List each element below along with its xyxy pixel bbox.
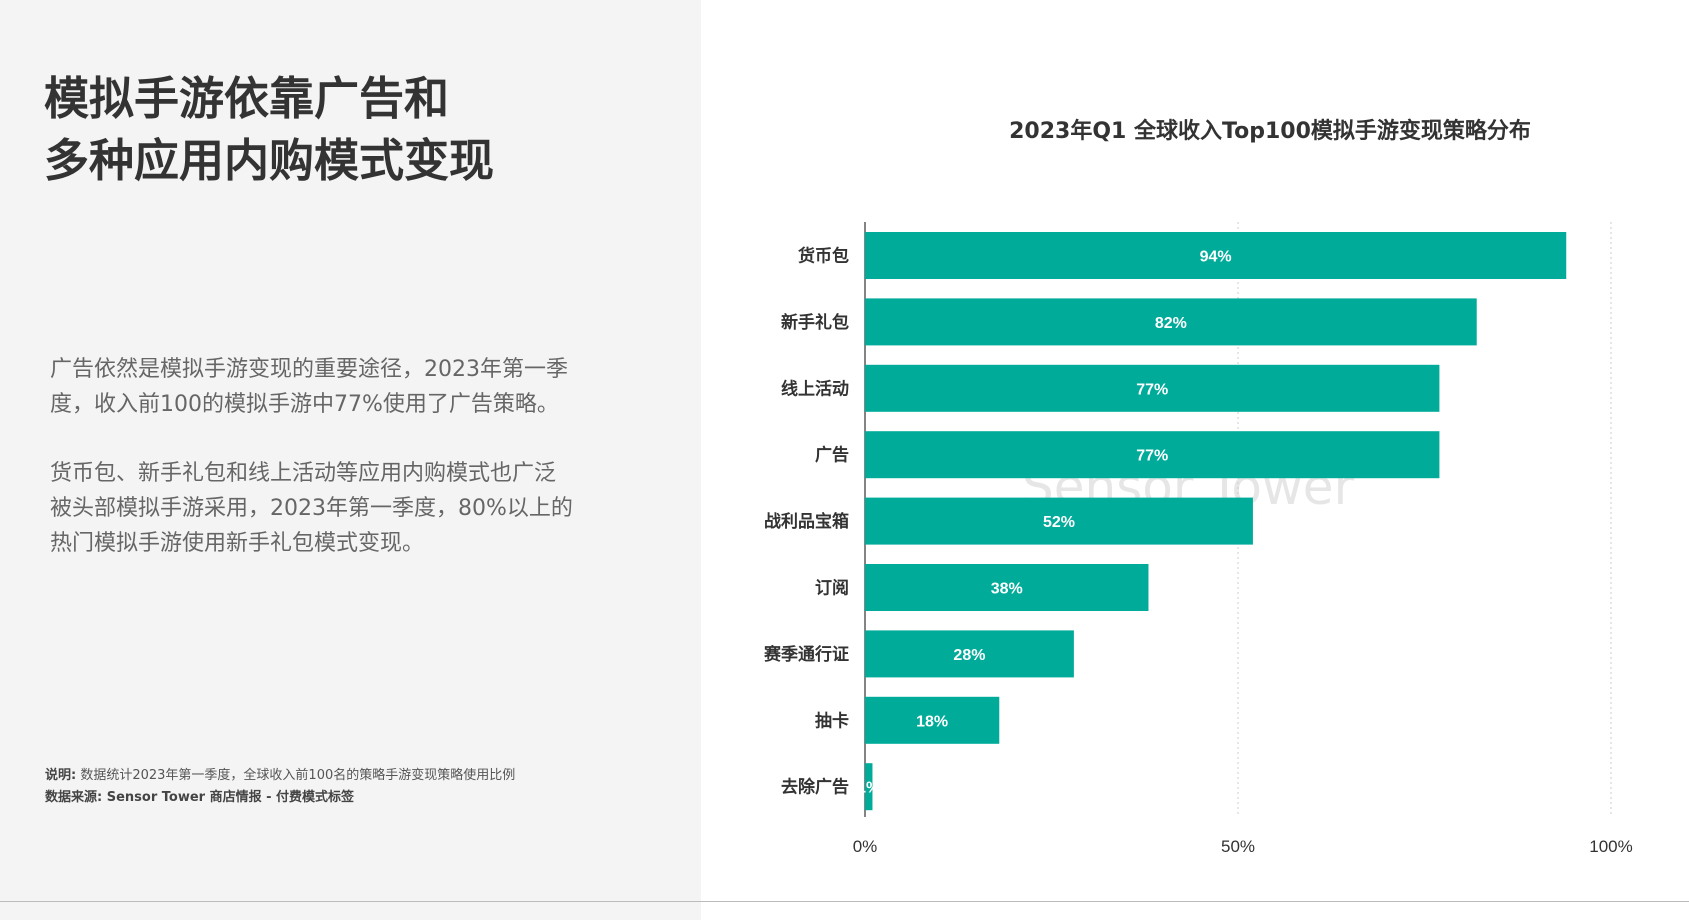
footnote-source: 数据来源: Sensor Tower 商店情报 - 付费模式标签 bbox=[45, 790, 355, 805]
category-label-5: 订阅 bbox=[815, 578, 849, 599]
data-label-2: 77% bbox=[1136, 381, 1168, 398]
data-label-5: 38% bbox=[991, 581, 1023, 598]
category-label-0: 货币包 bbox=[798, 246, 849, 267]
category-label-1: 新手礼包 bbox=[781, 312, 849, 333]
x-tick-label-2: 100% bbox=[1589, 837, 1632, 856]
body-paragraph-1-line-2: 度，收入前100的模拟手游中77%使用了广告策略。 bbox=[50, 392, 559, 417]
body-paragraph-2-line-3: 热门模拟手游使用新手礼包模式变现。 bbox=[50, 531, 425, 556]
category-label-7: 抽卡 bbox=[815, 710, 849, 731]
body-paragraph-1-line-1: 广告依然是模拟手游变现的重要途径，2023年第一季 bbox=[50, 357, 568, 382]
page-title-line-1: 模拟手游依靠广告和 bbox=[44, 72, 450, 125]
page-title-line-2: 多种应用内购模式变现 bbox=[44, 134, 495, 187]
bottom-divider bbox=[0, 901, 1689, 902]
body-paragraph-1: 广告依然是模拟手游变现的重要途径，2023年第一季 度，收入前100的模拟手游中… bbox=[50, 352, 620, 422]
footnote-note-text: 数据统计2023年第一季度，全球收入前100名的策略手游变现策略使用比例 bbox=[80, 768, 516, 783]
x-tick-label-1: 50% bbox=[1221, 837, 1255, 856]
bar-3 bbox=[865, 431, 1440, 479]
footnote-note-label: 说明: bbox=[45, 768, 77, 783]
footnote: 说明: 数据统计2023年第一季度，全球收入前100名的策略手游变现策略使用比例… bbox=[45, 765, 515, 809]
chart-title: 2023年Q1 全球收入Top100模拟手游变现策略分布 bbox=[1009, 119, 1531, 144]
bar-chart: 0% 50% 100% 货币包 94% 新手礼包 82% 线上活动 77% 广告 77% 战利品宝箱 5… bbox=[763, 222, 1633, 856]
bar-5 bbox=[865, 564, 1149, 611]
left-panel: 模拟手游依靠广告和 多种应用内购模式变现 广告依然是模拟手游变现的重要途径，20… bbox=[0, 0, 701, 920]
bar-6 bbox=[865, 630, 1074, 678]
body-paragraph-2-line-2: 被头部模拟手游采用，2023年第一季度，80%以上的 bbox=[50, 496, 573, 521]
data-label-7: 18% bbox=[916, 713, 948, 730]
footnote-note: 说明: 数据统计2023年第一季度，全球收入前100名的策略手游变现策略使用比例 bbox=[45, 765, 515, 787]
bar-4 bbox=[865, 497, 1253, 545]
category-label-8: 去除广告 bbox=[781, 777, 849, 798]
category-label-4: 战利品宝箱 bbox=[764, 511, 849, 532]
page-title: 模拟手游依靠广告和 多种应用内购模式变现 bbox=[44, 68, 494, 192]
data-label-6: 28% bbox=[953, 647, 985, 664]
bar-0 bbox=[865, 232, 1567, 279]
body-paragraph-2-line-1: 货币包、新手礼包和线上活动等应用内购模式也广泛 bbox=[50, 461, 557, 486]
body-paragraph-2: 货币包、新手礼包和线上活动等应用内购模式也广泛 被头部模拟手游采用，2023年第… bbox=[50, 456, 620, 561]
data-label-0: 94% bbox=[1200, 249, 1232, 266]
category-label-2: 线上活动 bbox=[781, 378, 849, 399]
data-label-1: 82% bbox=[1155, 315, 1187, 332]
data-label-4: 52% bbox=[1043, 514, 1075, 531]
category-label-6: 赛季通行证 bbox=[763, 644, 849, 665]
bar-1 bbox=[865, 298, 1477, 346]
x-tick-label-0: 0% bbox=[853, 837, 878, 856]
bar-7 bbox=[865, 696, 1000, 744]
data-label-8: 1% bbox=[857, 780, 880, 797]
category-label-3: 广告 bbox=[815, 445, 849, 466]
data-label-3: 77% bbox=[1136, 448, 1168, 465]
bar-2 bbox=[865, 364, 1440, 412]
bar-8 bbox=[865, 763, 873, 811]
